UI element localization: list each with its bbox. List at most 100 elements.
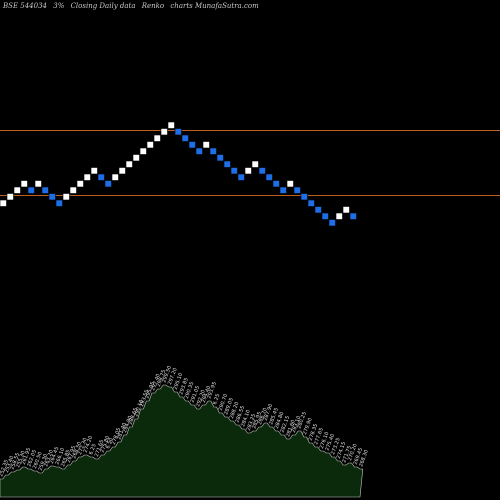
chart-kind-label: Renko <box>141 2 165 10</box>
volume-label: 283.10 <box>291 415 303 433</box>
volume-label: 274.15 <box>336 441 348 459</box>
volume-label: 285.45 <box>268 407 280 425</box>
up-brick <box>160 128 168 136</box>
up-brick <box>69 186 77 194</box>
down-brick <box>195 147 203 155</box>
down-brick <box>272 180 280 188</box>
volume-label: 292.20 <box>195 389 207 407</box>
volume-label: 284.10 <box>240 409 252 427</box>
up-brick <box>125 160 133 168</box>
volume-label: 258.55 <box>10 452 22 470</box>
volume-label: 295.95 <box>145 381 157 399</box>
up-brick <box>132 154 140 162</box>
volume-label: 290.10 <box>133 399 145 417</box>
volume-label: 288.65 <box>128 407 140 425</box>
volume-label: 288.20 <box>229 401 241 419</box>
down-brick <box>174 128 182 136</box>
volume-label: 252.35 <box>0 459 10 477</box>
up-brick <box>342 206 350 214</box>
volume-label: 284.80 <box>274 411 286 429</box>
down-brick <box>230 167 238 175</box>
down-brick <box>237 173 245 181</box>
volume-label: 280.25 <box>296 411 308 429</box>
volume-label: 281.40 <box>116 422 128 440</box>
volume-label: 269.45 <box>353 447 365 465</box>
volume-label: 265.85 <box>60 449 72 467</box>
volume-label: 264.45 <box>49 446 61 464</box>
volume-labels: 252.35253.40258.55255.30261.95262.05260.… <box>0 365 370 477</box>
volume-label: 6.50 <box>105 437 114 450</box>
down-brick <box>97 173 105 181</box>
volume-label: 260.50 <box>32 451 44 469</box>
volume-area <box>0 384 364 498</box>
volume-label: 285.95 <box>251 411 263 429</box>
volume-label: 253.40 <box>4 455 16 473</box>
down-brick <box>188 141 196 149</box>
volume-label: 275.40 <box>325 433 337 451</box>
down-brick <box>41 186 49 194</box>
volume-label: 276.10 <box>319 431 331 449</box>
volume-label: 290.35 <box>184 381 196 399</box>
down-brick <box>293 186 301 194</box>
volume-label: 6.25 <box>88 443 97 456</box>
volume-label: 271.75 <box>341 445 353 463</box>
volume-label: 298.75 <box>156 369 168 387</box>
volume-label: 270.20 <box>347 443 359 461</box>
up-brick <box>118 167 126 175</box>
volume-label: 294.40 <box>201 385 213 403</box>
down-brick <box>216 154 224 162</box>
volume-label: 284.90 <box>122 415 134 433</box>
up-brick <box>286 180 294 188</box>
down-brick <box>349 212 357 220</box>
volume-label: 287.90 <box>263 403 275 421</box>
volume-label: 286.55 <box>235 405 247 423</box>
volume-label: 282.15 <box>280 415 292 433</box>
volume-area-path <box>0 384 364 498</box>
volume-label: 293.55 <box>139 389 151 407</box>
down-brick <box>209 147 217 155</box>
volume-label: 268.30 <box>358 449 370 467</box>
volume-label: 274.20 <box>83 435 95 453</box>
down-brick <box>314 206 322 214</box>
up-brick <box>83 173 91 181</box>
volume-label: 6.25 <box>212 393 221 406</box>
volume-label: 297.20 <box>167 367 179 385</box>
volume-label: 283.25 <box>246 413 258 431</box>
volume-label: 286.70 <box>257 407 269 425</box>
up-brick <box>6 193 14 201</box>
up-brick <box>34 180 42 188</box>
chart-desc-label: Closing Daily data <box>70 2 136 10</box>
volume-label: 267.95 <box>66 445 78 463</box>
volume-label: 277.65 <box>313 427 325 445</box>
renko-bricks <box>0 121 357 227</box>
volume-label: 261.95 <box>21 447 33 465</box>
volume-label: 255.30 <box>15 450 27 468</box>
up-brick <box>244 167 252 175</box>
up-brick <box>62 193 70 201</box>
down-brick <box>328 219 336 227</box>
change-label: 3% <box>53 2 65 10</box>
volume-label: 297.40 <box>150 373 162 391</box>
volume-label: 266.10 <box>55 447 67 465</box>
site-label: charts MunafaSutra.com <box>170 2 259 10</box>
up-brick <box>139 147 147 155</box>
up-brick <box>111 173 119 181</box>
up-brick <box>20 180 28 188</box>
volume-label: 295.10 <box>173 372 185 390</box>
up-brick <box>153 134 161 142</box>
volume-label: 278.05 <box>111 427 123 445</box>
volume-label: 279.90 <box>302 417 314 435</box>
volume-label: 299.50 <box>161 365 173 383</box>
volume-label: 262.05 <box>26 449 38 467</box>
up-brick <box>251 160 259 168</box>
up-brick <box>202 141 210 149</box>
down-brick <box>55 199 63 207</box>
up-brick <box>76 180 84 188</box>
volume-label: 272.30 <box>77 437 89 455</box>
volume-label: 263.20 <box>43 449 55 467</box>
volume-label: 275.80 <box>100 435 112 453</box>
down-brick <box>258 167 266 175</box>
down-brick <box>223 160 231 168</box>
down-brick <box>104 180 112 188</box>
volume-label: 291.05 <box>190 385 202 403</box>
